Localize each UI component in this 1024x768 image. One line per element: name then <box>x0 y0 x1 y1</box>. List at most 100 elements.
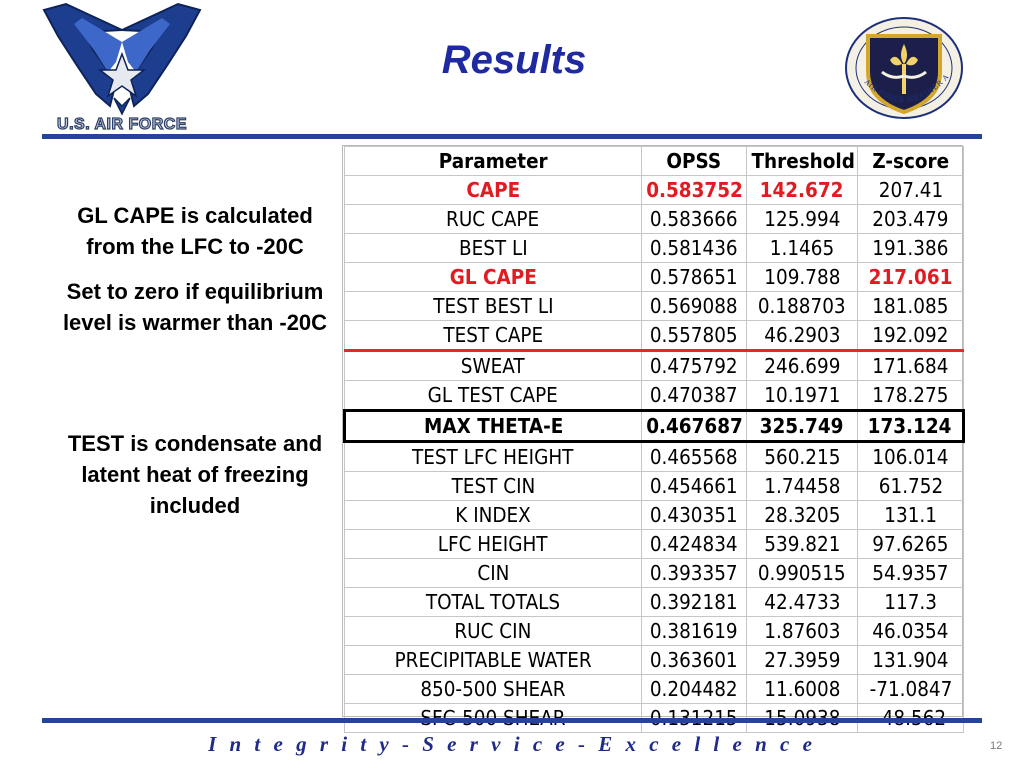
page-title: Results <box>441 38 587 82</box>
header-opss: OPSS <box>641 146 747 176</box>
cell-opss: 0.424834 <box>641 529 747 559</box>
cell-parameter: CIN <box>344 558 642 588</box>
cell-parameter: GL CAPE <box>344 262 642 292</box>
table-row: TOTAL TOTALS 0.392181 42.4733 117.3 <box>344 587 964 617</box>
cell-threshold: 125.994 <box>746 204 858 234</box>
cell-z-score: 97.6265 <box>857 529 964 559</box>
cell-threshold: 1.1465 <box>746 233 858 263</box>
cell-threshold: 142.672 <box>746 175 858 205</box>
cell-z-score: 217.061 <box>857 262 964 292</box>
cell-parameter: TEST CAPE <box>344 320 642 351</box>
cell-opss: 0.393357 <box>641 558 747 588</box>
cell-parameter: TEST LFC HEIGHT <box>344 441 642 472</box>
cell-threshold: 539.821 <box>746 529 858 559</box>
cell-threshold: 28.3205 <box>746 500 858 530</box>
cell-threshold: 27.3959 <box>746 645 858 675</box>
cell-z-score: 117.3 <box>857 587 964 617</box>
note-set-to-zero: Set to zero if equilibrium level is warm… <box>62 279 328 335</box>
cell-parameter: MAX THETA-E <box>343 409 642 443</box>
cell-threshold: 325.749 <box>746 409 858 443</box>
cell-parameter: LFC HEIGHT <box>344 529 642 559</box>
cell-opss: 0.557805 <box>641 320 747 351</box>
cell-opss: 0.381619 <box>641 616 747 646</box>
cell-threshold: 10.1971 <box>746 380 858 411</box>
table-row: LFC HEIGHT 0.424834 539.821 97.6265 <box>344 529 964 559</box>
cell-threshold: 0.188703 <box>746 291 858 321</box>
cell-threshold: 1.74458 <box>746 471 858 501</box>
cell-parameter: CAPE <box>344 175 642 205</box>
note-test: TEST is condensate and latent heat of fr… <box>67 431 323 518</box>
table-row-highlighted: MAX THETA-E 0.467687 325.749 173.124 <box>343 409 965 443</box>
footer-rule <box>42 718 982 723</box>
cell-z-score: 173.124 <box>857 409 965 443</box>
cell-threshold: 109.788 <box>746 262 858 292</box>
cell-z-score: 131.904 <box>857 645 964 675</box>
table-row: TEST BEST LI 0.569088 0.188703 181.085 <box>344 291 964 321</box>
table-row: TEST LFC HEIGHT 0.465568 560.215 106.014 <box>344 441 964 472</box>
cell-parameter: RUC CAPE <box>344 204 642 234</box>
table-row: 850-500 SHEAR 0.204482 11.6008 -71.0847 <box>344 674 964 704</box>
table-row: GL TEST CAPE 0.470387 10.1971 178.275 <box>344 380 964 411</box>
footer-motto: I n t e g r i t y - S e r v i c e - E x … <box>208 732 816 756</box>
cell-parameter: K INDEX <box>344 500 642 530</box>
cell-z-score: 171.684 <box>857 349 964 381</box>
table-row: BEST LI 0.581436 1.1465 191.386 <box>344 233 964 263</box>
cell-z-score: 192.092 <box>857 320 964 351</box>
cell-opss: 0.470387 <box>641 380 747 411</box>
cell-opss: 0.204482 <box>641 674 747 704</box>
cell-opss: 0.569088 <box>641 291 747 321</box>
cell-parameter: PRECIPITABLE WATER <box>344 645 642 675</box>
table-row: CIN 0.393357 0.990515 54.9357 <box>344 558 964 588</box>
air-force-logo <box>42 2 202 116</box>
cell-threshold: 246.699 <box>746 349 858 381</box>
cell-z-score: 207.41 <box>857 175 964 205</box>
cell-parameter: 850-500 SHEAR <box>344 674 642 704</box>
header-z-score: Z-score <box>857 146 964 176</box>
table-row: K INDEX 0.430351 28.3205 131.1 <box>344 500 964 530</box>
cell-parameter: GL TEST CAPE <box>344 380 642 411</box>
cell-z-score: 178.275 <box>857 380 964 411</box>
cell-opss: 0.475792 <box>641 349 747 381</box>
afwa-seal-icon: AIR FORCE WEATHER AGENCY <box>842 14 963 119</box>
page-number: 12 <box>990 740 1003 752</box>
cell-opss: 0.581436 <box>641 233 747 263</box>
table-row: PRECIPITABLE WATER 0.363601 27.3959 131.… <box>344 645 964 675</box>
cell-threshold: 0.990515 <box>746 558 858 588</box>
cell-opss: 0.583666 <box>641 204 747 234</box>
cell-parameter: TEST BEST LI <box>344 291 642 321</box>
cell-opss: 0.363601 <box>641 645 747 675</box>
table-row: TEST CAPE 0.557805 46.2903 192.092 <box>344 320 964 351</box>
cell-opss: 0.578651 <box>641 262 747 292</box>
cell-parameter: TEST CIN <box>344 471 642 501</box>
cell-z-score: 131.1 <box>857 500 964 530</box>
table-row: TEST CIN 0.454661 1.74458 61.752 <box>344 471 964 501</box>
table-row: CAPE 0.583752 142.672 207.41 <box>344 175 964 205</box>
cell-threshold: 46.2903 <box>746 320 858 351</box>
cell-opss: 0.465568 <box>641 441 747 472</box>
header-threshold: Threshold <box>746 146 858 176</box>
cell-parameter: RUC CIN <box>344 616 642 646</box>
cell-opss: 0.454661 <box>641 471 747 501</box>
table-row: RUC CAPE 0.583666 125.994 203.479 <box>344 204 964 234</box>
cell-opss: 0.430351 <box>641 500 747 530</box>
cell-z-score: 106.014 <box>857 441 964 472</box>
cell-z-score: 191.386 <box>857 233 964 263</box>
cell-parameter: SWEAT <box>344 349 642 381</box>
cell-parameter: TOTAL TOTALS <box>344 587 642 617</box>
table-row: GL CAPE 0.578651 109.788 217.061 <box>344 262 964 292</box>
cell-z-score: 61.752 <box>857 471 964 501</box>
cell-threshold: 560.215 <box>746 441 858 472</box>
table-row: SWEAT 0.475792 246.699 171.684 <box>344 349 964 381</box>
header-rule <box>42 134 982 139</box>
cell-opss: 0.467687 <box>641 409 747 443</box>
table-header-row: Parameter OPSS Threshold Z-score <box>344 146 964 176</box>
cell-z-score: 203.479 <box>857 204 964 234</box>
results-table: Parameter OPSS Threshold Z-score CAPE 0.… <box>342 145 965 733</box>
cell-opss: 0.583752 <box>641 175 747 205</box>
cell-z-score: 181.085 <box>857 291 964 321</box>
cell-threshold: 42.4733 <box>746 587 858 617</box>
table-row: RUC CIN 0.381619 1.87603 46.0354 <box>344 616 964 646</box>
note-gl-cape: GL CAPE is calculated from the LFC to -2… <box>77 203 313 259</box>
cell-z-score: -71.0847 <box>857 674 964 704</box>
cell-threshold: 1.87603 <box>746 616 858 646</box>
